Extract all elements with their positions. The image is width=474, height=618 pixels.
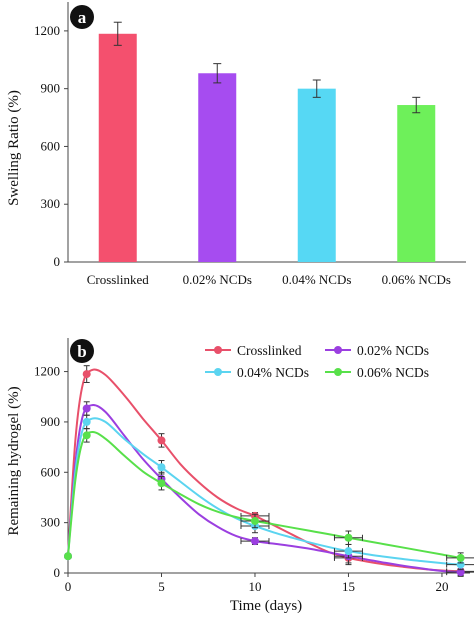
panel-b-xtick-label: 5: [158, 579, 165, 594]
panel-a-xtick-label: 0.04% NCDs: [282, 272, 351, 287]
panel-b-series-line: [67, 417, 461, 566]
panel-a-ylabel: Swelling Ratio (%): [6, 90, 22, 206]
panel-b-legend-marker: [214, 346, 222, 354]
panel-a-bar: [397, 105, 436, 262]
panel-a-ytick-label: 300: [41, 196, 61, 211]
panel-b-xtick-label: 15: [342, 579, 355, 594]
panel-b-series: [64, 365, 474, 577]
panel-a-bar: [198, 73, 237, 262]
panel-b-legend-label: 0.02% NCDs: [357, 343, 429, 358]
panel-a-error-bar: [312, 79, 321, 98]
panel-a-ytick-label: 600: [41, 138, 61, 153]
panel-a-xtick-label: 0.02% NCDs: [183, 272, 252, 287]
panel-b-ytick-label: 300: [41, 515, 61, 530]
panel-b-axes: [67, 338, 470, 574]
panel-b-series-line: [67, 368, 461, 573]
panel-a-ticks: 0 300 600 900 1200 Crosslinked 0.02% NCDs 0.04%…: [34, 23, 451, 287]
panel-b-legend-marker: [334, 368, 342, 376]
panel-b-legend: Crosslinked 0.02% NCDs 0.04% NCDs 0.06% NCD…: [205, 343, 429, 380]
panel-b-data-point: [157, 463, 166, 472]
panel-b-legend-label: Crosslinked: [237, 343, 302, 358]
panel-b-data-point: [82, 370, 91, 379]
panel-b-data-point: [82, 404, 91, 413]
panel-b-data-point: [157, 436, 166, 445]
panel-b-data-point: [344, 547, 353, 556]
panel-b-data-point: [64, 552, 72, 561]
panel-b-data-point: [82, 417, 91, 426]
panel-a-bar: [297, 88, 336, 263]
panel-a-xtick-label: 0.06% NCDs: [382, 272, 451, 287]
panel-b-badge: b: [70, 339, 94, 363]
panel-b-xtick-label: 0: [65, 579, 72, 594]
panel-b-letter: b: [77, 342, 86, 361]
panel-b-ytick-label: 900: [41, 414, 61, 429]
panel-b-badge-circle: [70, 339, 94, 363]
panel-b-data-point: [250, 537, 259, 546]
panel-b-legend-marker: [334, 346, 342, 354]
panel-b-data-point: [250, 516, 259, 525]
panel-b-xtick-label: 20: [435, 579, 448, 594]
panel-a-xtick-label: Crosslinked: [87, 272, 150, 287]
panel-b-legend-label: 0.04% NCDs: [237, 365, 309, 380]
panel-b-ytick-label: 600: [41, 464, 61, 479]
panel-b-ytick-label: 0: [54, 565, 61, 580]
panel-b-series-group: [64, 365, 474, 577]
panel-b-data-point: [157, 479, 166, 488]
panel-a-error-bar: [113, 21, 122, 46]
panel-a-bar: [98, 33, 137, 263]
panel-a-ytick-label: 900: [41, 81, 61, 96]
panel-b-ticks: 0 300 600 900 1200 0 5 10 15 20: [34, 364, 448, 594]
panel-b-data-point: [456, 568, 465, 577]
panel-a-letter: a: [78, 8, 87, 27]
panel-a-badge: a: [70, 5, 94, 29]
panel-b-data-point: [456, 553, 465, 562]
panel-b-legend-label: 0.06% NCDs: [357, 365, 429, 380]
panel-b-series-line: [67, 404, 461, 574]
panel-b-legend-marker: [214, 368, 222, 376]
panel-b-data-point: [82, 431, 91, 440]
panel-b-series-line: [67, 430, 461, 559]
panel-b-xlabel: Time (days): [230, 598, 302, 614]
panel-a-error-bar: [412, 96, 421, 114]
panel-a-badge-circle: [70, 5, 94, 29]
panel-b-ylabel: Remaining hydrogel (%): [6, 386, 22, 535]
panel-a-bar-chart: a Swelling Ratio (%) 0 300 600 900 1200 Cross…: [6, 2, 466, 287]
panel-a-ytick-label: 1200: [34, 23, 60, 38]
panel-b-xtick-label: 10: [248, 579, 261, 594]
panel-b-data-point: [344, 533, 353, 542]
panel-b-series-group: [64, 428, 474, 564]
panel-a-error-bar: [213, 63, 222, 84]
panel-b-series-group: [64, 414, 474, 571]
panel-a-ytick-label: 0: [54, 254, 61, 269]
panel-b-ytick-label: 1200: [34, 364, 60, 379]
panel-a-bars: [98, 21, 436, 263]
panel-b-line-chart: b Remaining hydrogel (%) Time (days) 0 30…: [6, 338, 474, 614]
